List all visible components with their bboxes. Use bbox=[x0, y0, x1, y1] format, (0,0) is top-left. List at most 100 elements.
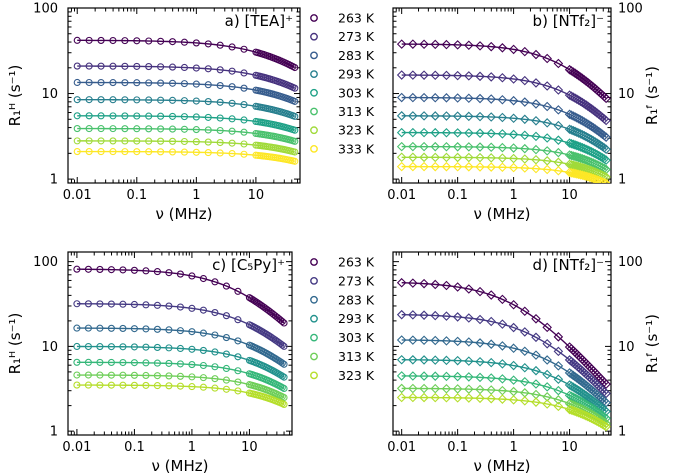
data-point bbox=[121, 37, 129, 45]
data-point bbox=[119, 371, 127, 379]
data-point bbox=[542, 133, 552, 143]
data-point bbox=[475, 41, 485, 51]
data-point bbox=[531, 49, 541, 60]
data-point bbox=[280, 360, 288, 368]
data-point bbox=[430, 92, 441, 103]
legend-label: 293 K bbox=[338, 311, 375, 326]
data-point bbox=[153, 301, 161, 309]
data-point bbox=[107, 324, 115, 332]
data-point bbox=[396, 335, 407, 345]
series-323-K bbox=[396, 392, 611, 432]
data-point bbox=[430, 141, 441, 152]
data-point bbox=[278, 359, 286, 367]
data-point bbox=[157, 137, 165, 145]
series-303-K bbox=[73, 358, 288, 393]
data-point bbox=[157, 37, 165, 45]
data-point bbox=[192, 80, 200, 88]
data-point bbox=[464, 356, 474, 366]
panel-b: 0.01 0.1 1 10 1 10 100 ν (MHz) R₁ᶠ (s⁻¹) b) [NTf₂… bbox=[387, 2, 661, 224]
data-point bbox=[542, 399, 552, 409]
data-point bbox=[291, 63, 299, 72]
data-point bbox=[531, 116, 541, 126]
data-point bbox=[520, 327, 530, 337]
data-point bbox=[73, 358, 81, 366]
data-point bbox=[553, 346, 564, 357]
data-point bbox=[96, 343, 104, 351]
legend-label: 313 K bbox=[338, 104, 375, 119]
data-point bbox=[278, 341, 286, 349]
data-point bbox=[145, 112, 153, 120]
data-point bbox=[240, 84, 248, 92]
data-point bbox=[464, 313, 474, 323]
data-point bbox=[216, 66, 224, 74]
data-point bbox=[222, 334, 230, 342]
data-point bbox=[408, 278, 418, 288]
data-point bbox=[153, 325, 161, 333]
x-tick-label: 0.1 bbox=[447, 440, 468, 455]
data-point bbox=[97, 137, 105, 145]
data-point bbox=[291, 137, 299, 145]
data-point bbox=[408, 161, 418, 172]
data-point bbox=[553, 165, 564, 176]
data-point bbox=[199, 346, 207, 354]
data-point bbox=[133, 62, 141, 70]
data-point bbox=[452, 161, 463, 172]
series-303-K bbox=[73, 112, 299, 134]
data-layer bbox=[396, 277, 611, 432]
data-point bbox=[192, 113, 200, 121]
data-point bbox=[441, 127, 452, 138]
data-point bbox=[107, 300, 115, 308]
data-point bbox=[97, 62, 105, 70]
data-point bbox=[486, 142, 496, 153]
data-point bbox=[73, 96, 81, 104]
data-point bbox=[531, 99, 541, 109]
data-point bbox=[84, 358, 92, 366]
data-point bbox=[430, 127, 441, 138]
x-axis-label: ν (MHz) bbox=[474, 457, 531, 475]
legend-marker bbox=[310, 258, 318, 266]
data-point bbox=[396, 309, 407, 320]
data-point bbox=[180, 125, 188, 133]
legend-label: 273 K bbox=[338, 29, 375, 44]
data-point bbox=[222, 376, 230, 384]
data-point bbox=[192, 126, 200, 134]
data-point bbox=[553, 361, 564, 371]
data-point bbox=[142, 267, 150, 275]
data-point bbox=[531, 397, 541, 407]
data-point bbox=[176, 372, 184, 380]
fit-line bbox=[401, 282, 607, 385]
data-point bbox=[497, 294, 508, 305]
data-point bbox=[153, 382, 161, 390]
data-point bbox=[180, 137, 188, 146]
data-point bbox=[464, 393, 474, 403]
data-point bbox=[419, 141, 429, 152]
data-point bbox=[107, 358, 115, 367]
data-point bbox=[464, 111, 474, 122]
data-point bbox=[396, 383, 407, 394]
legend-label: 323 K bbox=[338, 123, 375, 138]
x-axis-label: ν (MHz) bbox=[474, 205, 531, 223]
data-point bbox=[73, 265, 81, 273]
data-point bbox=[168, 125, 177, 133]
y-tick-label: 1 bbox=[618, 173, 626, 188]
data-point bbox=[408, 70, 418, 80]
data-point bbox=[204, 98, 212, 106]
data-point bbox=[165, 382, 173, 390]
data-point bbox=[508, 113, 519, 124]
data-point bbox=[441, 70, 452, 81]
data-point bbox=[73, 342, 81, 351]
data-point bbox=[520, 306, 530, 317]
y-axis-label: R₁ᶠ (s⁻¹) bbox=[643, 66, 661, 125]
series-333-K bbox=[396, 161, 611, 183]
data-point bbox=[553, 332, 564, 342]
data-point bbox=[240, 140, 248, 148]
data-point bbox=[142, 381, 150, 389]
data-point bbox=[119, 266, 127, 274]
data-point bbox=[520, 362, 530, 373]
legend-label: 323 K bbox=[338, 368, 375, 383]
data-point bbox=[168, 137, 177, 145]
data-point bbox=[464, 93, 474, 104]
legend-marker bbox=[310, 144, 318, 153]
data-point bbox=[408, 141, 418, 152]
data-point bbox=[408, 310, 418, 320]
